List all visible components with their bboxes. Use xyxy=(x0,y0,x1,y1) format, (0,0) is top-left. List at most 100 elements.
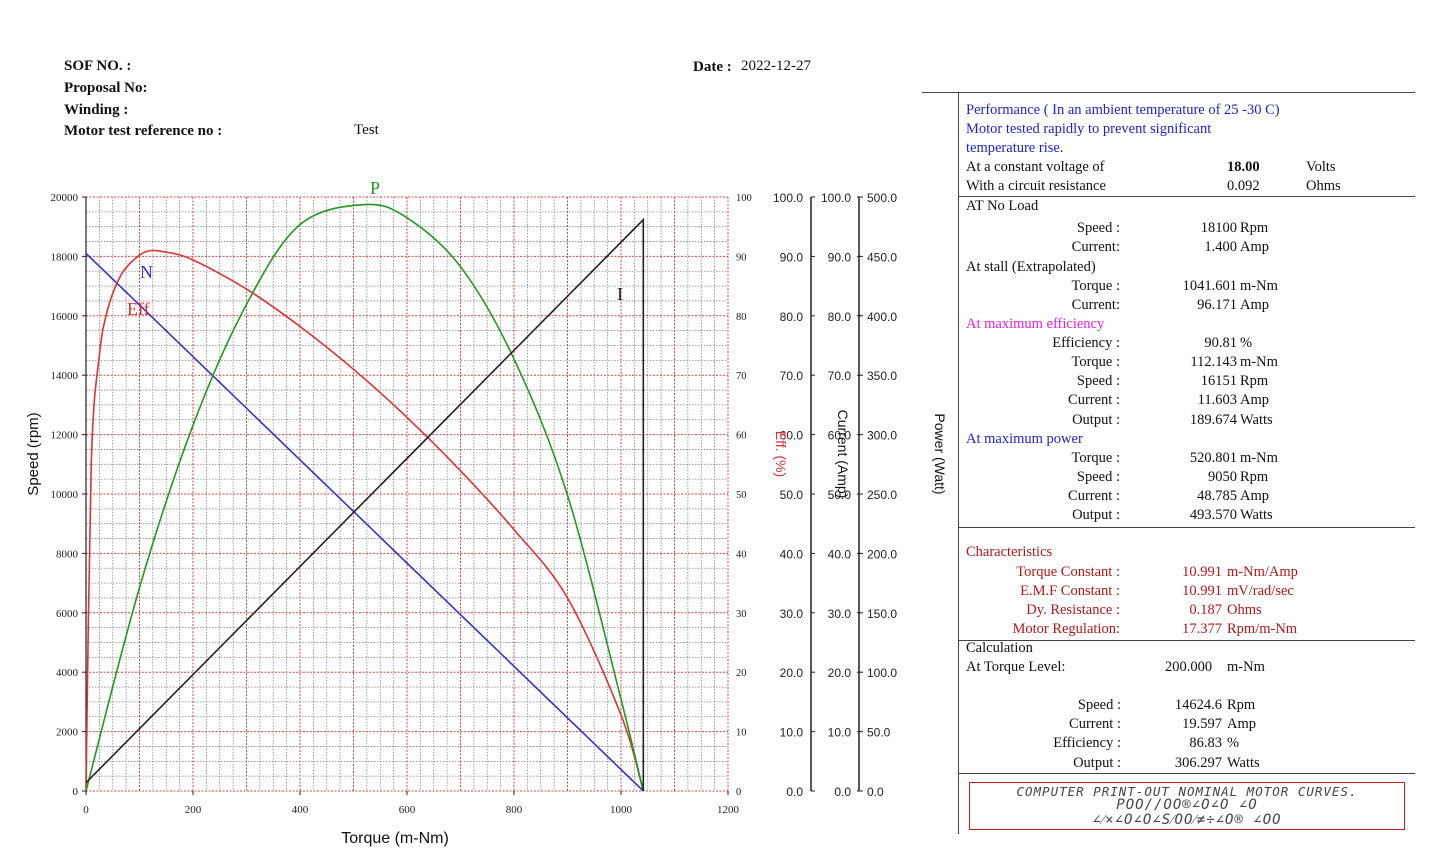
stamp-line-2: POO//OO®∠O∠O ∠O xyxy=(1116,797,1258,813)
characteristics-row-unit: Rpm/m-Nm xyxy=(1227,621,1298,637)
winding-label: Winding : xyxy=(64,102,129,118)
characteristics-row-value: 0.187 xyxy=(1189,602,1222,618)
date-label: Date : xyxy=(693,59,732,75)
current-tick-label: 20.0 xyxy=(828,666,852,680)
max-eff-row-unit: % xyxy=(1240,335,1253,351)
percent-tick-label: 90 xyxy=(736,252,747,263)
torque-level-label: At Torque Level: xyxy=(966,659,1066,675)
series-eff-label: Eff xyxy=(127,299,150,319)
characteristics-row-unit: Ohms xyxy=(1227,602,1262,618)
max-power-row-unit: Watts xyxy=(1240,507,1273,523)
calculation-row-unit: % xyxy=(1227,735,1240,751)
max-eff-row-value: 16151 xyxy=(1200,373,1237,389)
percent-tick-label: 20 xyxy=(736,668,747,679)
efficiency-tick-label: 60.0 xyxy=(780,429,804,443)
current-tick-label: 100.0 xyxy=(821,191,851,205)
stall-row-unit: Amp xyxy=(1240,297,1269,313)
power-tick-label: 50.0 xyxy=(867,726,891,740)
torque-axis-title: Torque (m-Nm) xyxy=(341,830,449,847)
efficiency-tick-label: 100.0 xyxy=(773,191,803,205)
efficiency-tick-label: 0.0 xyxy=(786,785,803,799)
no-load-row-value: 1.400 xyxy=(1204,239,1237,255)
current-tick-label: 10.0 xyxy=(828,726,852,740)
stall-row-unit: m-Nm xyxy=(1240,278,1278,294)
current-tick-label: 50.0 xyxy=(828,488,852,502)
percent-tick-label: 80 xyxy=(736,312,747,323)
current-tick-label: 0.0 xyxy=(834,785,851,799)
calculation-row-unit: Amp xyxy=(1227,716,1256,732)
no-load-row-label: Speed : xyxy=(1076,220,1120,236)
current-tick-label: 90.0 xyxy=(828,250,852,264)
characteristics-row-unit: m-Nm/Amp xyxy=(1227,564,1298,580)
percent-tick-label: 10 xyxy=(736,728,747,739)
max-power-row-value: 48.785 xyxy=(1197,488,1237,504)
chart-labels: N Eff P I xyxy=(127,178,623,319)
panel-rule-4 xyxy=(958,773,1415,774)
max-power-row-unit: m-Nm xyxy=(1240,450,1278,466)
power-tick-label: 150.0 xyxy=(867,607,897,621)
characteristics-row-label: E.M.F Constant : xyxy=(1020,583,1120,599)
max-power-row-value: 493.570 xyxy=(1189,507,1237,523)
characteristics-row-label: Motor Regulation: xyxy=(1012,621,1120,637)
max-eff-row-unit: Amp xyxy=(1240,392,1269,408)
percent-tick-label: 60 xyxy=(736,431,747,442)
max-eff-row-label: Current : xyxy=(1068,392,1120,408)
calculation-row-unit: Rpm xyxy=(1227,697,1256,713)
efficiency-tick-label: 20.0 xyxy=(780,666,804,680)
torque-level-value: 200.000 xyxy=(1165,659,1213,675)
max-eff-row-label: Output : xyxy=(1072,412,1120,428)
torque-tick-label: 1200 xyxy=(717,804,740,816)
power-tick-label: 250.0 xyxy=(867,488,897,502)
stall-row-value: 1041.601 xyxy=(1182,278,1237,294)
power-tick-label: 350.0 xyxy=(867,369,897,383)
no-load-title: AT No Load xyxy=(966,198,1039,214)
max-eff-row-label: Efficiency : xyxy=(1052,335,1120,351)
perf-title: Performance ( In an ambient temperature … xyxy=(966,102,1280,118)
series-p-line xyxy=(85,203,645,792)
power-tick-label: 500.0 xyxy=(867,191,897,205)
panel-top-rule xyxy=(922,92,1415,93)
characteristics-title: Characteristics xyxy=(966,544,1053,560)
percent-tick-label: 70 xyxy=(736,371,747,382)
speed-tick-label: 18000 xyxy=(51,251,79,263)
torque-tick-label: 0 xyxy=(83,804,89,816)
stall-row-value: 96.171 xyxy=(1197,297,1237,313)
torque-tick-label: 200 xyxy=(185,804,202,816)
power-tick-label: 450.0 xyxy=(867,250,897,264)
resistance-label: With a circuit resistance xyxy=(966,178,1106,194)
percent-tick-label: 50 xyxy=(736,490,747,501)
efficiency-tick-label: 90.0 xyxy=(780,250,804,264)
calculation-row-label: Output : xyxy=(1073,755,1121,771)
no-load-row-value: 18100 xyxy=(1200,220,1237,236)
voltage-unit: Volts xyxy=(1306,159,1336,175)
percent-tick-label: 30 xyxy=(736,609,747,620)
efficiency-axis-title: Eff. (%) xyxy=(773,431,789,477)
max-power-row-label: Output : xyxy=(1072,507,1120,523)
max-eff-row-label: Speed : xyxy=(1076,373,1120,389)
speed-tick-label: 12000 xyxy=(51,430,79,442)
calculation-row-label: Speed : xyxy=(1077,697,1121,713)
speed-tick-label: 4000 xyxy=(56,667,79,679)
no-load-row-label: Current: xyxy=(1071,239,1120,255)
stall-row-label: Current: xyxy=(1071,297,1120,313)
voltage-label: At a constant voltage of xyxy=(966,159,1105,175)
efficiency-tick-label: 40.0 xyxy=(780,547,804,561)
speed-tick-label: 6000 xyxy=(56,608,79,620)
calculation-row-unit: Watts xyxy=(1227,755,1260,771)
panel-rule-3 xyxy=(958,640,1415,641)
speed-axis-title: Speed (rpm) xyxy=(25,412,42,495)
chart-axes: 0200040006000800010000120001400016000180… xyxy=(25,191,948,847)
series-i-line xyxy=(85,217,645,791)
motor-curve-chart: 0200040006000800010000120001400016000180… xyxy=(25,178,948,847)
characteristics-row-label: Torque Constant : xyxy=(1016,564,1120,580)
speed-tick-label: 16000 xyxy=(51,311,79,323)
stamp-line-3: ∠⁄×∠O∠O∠S⁄OO⁄≠÷∠O® ∠OO xyxy=(1092,812,1282,828)
stamp-line-1: COMPUTER PRINT-OUT NOMINAL MOTOR CURVES. xyxy=(1016,784,1358,799)
max-power-row-label: Torque : xyxy=(1071,450,1120,466)
max-eff-row-value: 90.81 xyxy=(1204,335,1237,351)
max-power-row-unit: Amp xyxy=(1240,488,1269,504)
efficiency-tick-label: 80.0 xyxy=(780,310,804,324)
current-tick-label: 80.0 xyxy=(828,310,852,324)
speed-tick-label: 0 xyxy=(73,786,79,798)
speed-tick-label: 20000 xyxy=(51,192,79,204)
